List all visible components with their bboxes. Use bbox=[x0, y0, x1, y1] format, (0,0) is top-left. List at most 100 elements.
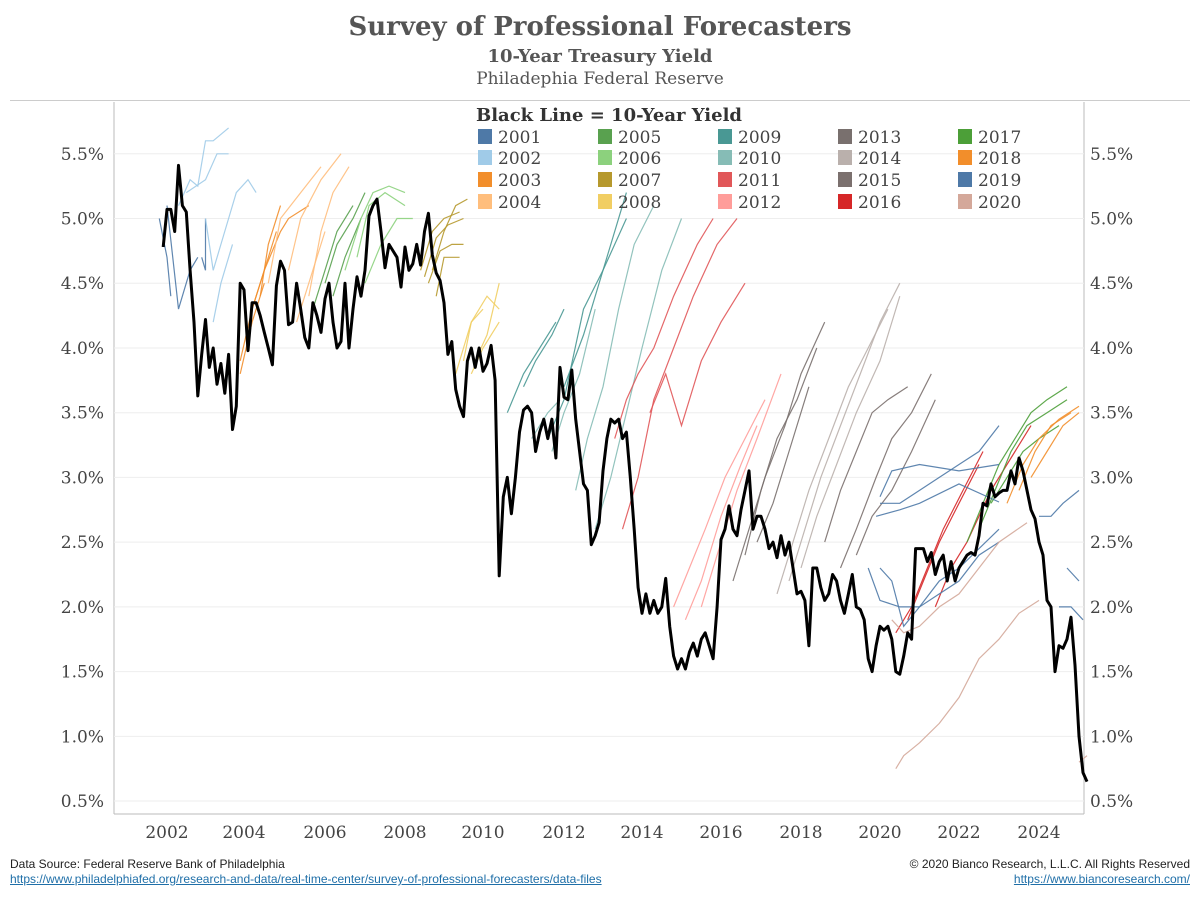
legend-swatch-2014 bbox=[838, 150, 852, 165]
forecast-line-2003 bbox=[259, 205, 282, 297]
legend-swatch-2012 bbox=[718, 194, 732, 209]
legend-swatch-2003 bbox=[478, 172, 492, 187]
legend-label-2011: 2011 bbox=[738, 171, 781, 191]
x-tick-label: 2012 bbox=[542, 823, 585, 843]
legend-label-2006: 2006 bbox=[618, 149, 661, 169]
forecast-line-2008 bbox=[462, 295, 500, 362]
x-tick-label: 2008 bbox=[383, 823, 426, 843]
forecast-line-2002 bbox=[204, 178, 257, 271]
y-tick-label-right: 5.5% bbox=[1090, 145, 1133, 165]
legend-label-2016: 2016 bbox=[858, 193, 901, 213]
forecast-line-2018 bbox=[1018, 412, 1072, 491]
legend-swatch-2006 bbox=[598, 150, 612, 165]
forecast-line-2009 bbox=[522, 308, 565, 388]
forecast-line-2009 bbox=[563, 192, 627, 388]
legend-swatch-2019 bbox=[958, 172, 972, 187]
y-tick-label-left: 1.0% bbox=[61, 727, 104, 747]
forecast-line-2001 bbox=[166, 205, 199, 310]
forecast-line-2005 bbox=[332, 218, 362, 297]
forecast-line-recent bbox=[875, 483, 1000, 517]
forecast-line-2002 bbox=[212, 244, 234, 323]
y-tick-label-left: 4.0% bbox=[61, 339, 104, 359]
forecast-line-2017 bbox=[978, 399, 1068, 530]
forecast-line-2007 bbox=[423, 217, 464, 277]
forecast-line-2011 bbox=[614, 218, 714, 439]
y-tick-label-right: 3.0% bbox=[1090, 468, 1133, 488]
legend-label-2017: 2017 bbox=[978, 128, 1021, 148]
legend-label-2003: 2003 bbox=[498, 171, 541, 191]
forecast-line-2014 bbox=[800, 296, 901, 569]
forecast-line-2001 bbox=[201, 218, 207, 271]
forecast-line-2012 bbox=[684, 425, 758, 621]
legend-title: Black Line = 10-Year Yield bbox=[476, 105, 742, 126]
forecast-line-2003 bbox=[251, 205, 310, 310]
y-tick-label-right: 1.0% bbox=[1090, 727, 1133, 747]
y-tick-label-right: 4.5% bbox=[1090, 274, 1133, 294]
forecast-line-2016 bbox=[895, 451, 984, 634]
x-tick-label: 2010 bbox=[461, 823, 504, 843]
y-tick-label-left: 2.0% bbox=[61, 598, 104, 618]
chart-subtitle: 10-Year Treasury Yield bbox=[487, 46, 713, 67]
forecast-line-2014 bbox=[776, 308, 889, 595]
forecast-line-2013 bbox=[732, 321, 826, 582]
forecast-line-2010 bbox=[594, 218, 683, 530]
forecast-line-2015 bbox=[839, 373, 932, 569]
footer-site-link[interactable]: https://www.biancoresearch.com/ bbox=[1013, 872, 1190, 886]
forecast-line-recent bbox=[891, 522, 1028, 634]
y-tick-label-right: 5.0% bbox=[1090, 210, 1133, 230]
forecast-line-2011 bbox=[621, 218, 738, 530]
y-tick-label-left: 1.5% bbox=[61, 663, 104, 683]
legend-swatch-2001 bbox=[478, 129, 492, 144]
forecast-line-2006 bbox=[344, 185, 406, 271]
y-tick-label-right: 0.5% bbox=[1090, 792, 1133, 812]
forecast-line-2002 bbox=[185, 153, 229, 194]
header-divider bbox=[10, 100, 1190, 101]
y-tick-label-left: 4.5% bbox=[61, 274, 104, 294]
legend-label-2018: 2018 bbox=[978, 149, 1021, 169]
y-tick-label-right: 3.5% bbox=[1090, 404, 1133, 424]
x-tick-label: 2022 bbox=[937, 823, 980, 843]
footer-site-link-wrap: https://www.biancoresearch.com/ bbox=[1014, 872, 1190, 886]
forecast-line-2010 bbox=[575, 205, 655, 491]
forecast-line-2019 bbox=[1039, 489, 1080, 517]
legend-swatch-2002 bbox=[478, 150, 492, 165]
forecast-line-2015 bbox=[824, 386, 909, 543]
footer-data-link-wrap: https://www.philadelphiafed.org/research… bbox=[10, 872, 602, 886]
legend-swatch-2008 bbox=[598, 194, 612, 209]
forecast-line-2016 bbox=[907, 464, 980, 621]
forecast-line-2005 bbox=[324, 192, 366, 284]
actual-yield-line bbox=[161, 163, 1089, 783]
legend-swatch-2005 bbox=[598, 129, 612, 144]
x-tick-label: 2006 bbox=[303, 823, 346, 843]
legend-swatch-2004 bbox=[478, 194, 492, 209]
forecast-line-2010 bbox=[531, 399, 561, 439]
y-tick-label-left: 2.5% bbox=[61, 533, 104, 553]
y-tick-label-left: 5.0% bbox=[61, 210, 104, 230]
forecast-line-2004 bbox=[308, 166, 350, 297]
forecast-line-2007 bbox=[431, 198, 468, 271]
forecast-line-2004 bbox=[287, 153, 342, 271]
x-tick-label: 2002 bbox=[145, 823, 188, 843]
y-tick-label-right: 2.0% bbox=[1090, 598, 1133, 618]
footer-data-link[interactable]: https://www.philadelphiafed.org/research… bbox=[10, 872, 602, 886]
legend-label-2020: 2020 bbox=[978, 193, 1021, 213]
forecast-line-2002 bbox=[177, 127, 229, 206]
y-tick-label-left: 3.5% bbox=[61, 404, 104, 424]
forecast-line-recent bbox=[879, 463, 1000, 498]
y-tick-label-left: 0.5% bbox=[61, 792, 104, 812]
legend-label-2012: 2012 bbox=[738, 193, 781, 213]
y-tick-label-left: 3.0% bbox=[61, 468, 104, 488]
forecast-line-recent bbox=[879, 541, 1000, 628]
y-tick-label-left: 5.5% bbox=[61, 145, 104, 165]
forecast-line-2008 bbox=[455, 308, 484, 375]
legend-swatch-2016 bbox=[838, 194, 852, 209]
legend-label-2010: 2010 bbox=[738, 149, 781, 169]
forecast-line-2001 bbox=[158, 218, 172, 297]
legend-label-2015: 2015 bbox=[858, 171, 901, 191]
forecast-line-recent bbox=[880, 425, 1000, 504]
forecast-line-2015 bbox=[855, 399, 936, 556]
forecast-line-2009 bbox=[506, 321, 557, 413]
legend-label-2019: 2019 bbox=[978, 171, 1021, 191]
forecast-line-recent bbox=[895, 599, 1040, 770]
